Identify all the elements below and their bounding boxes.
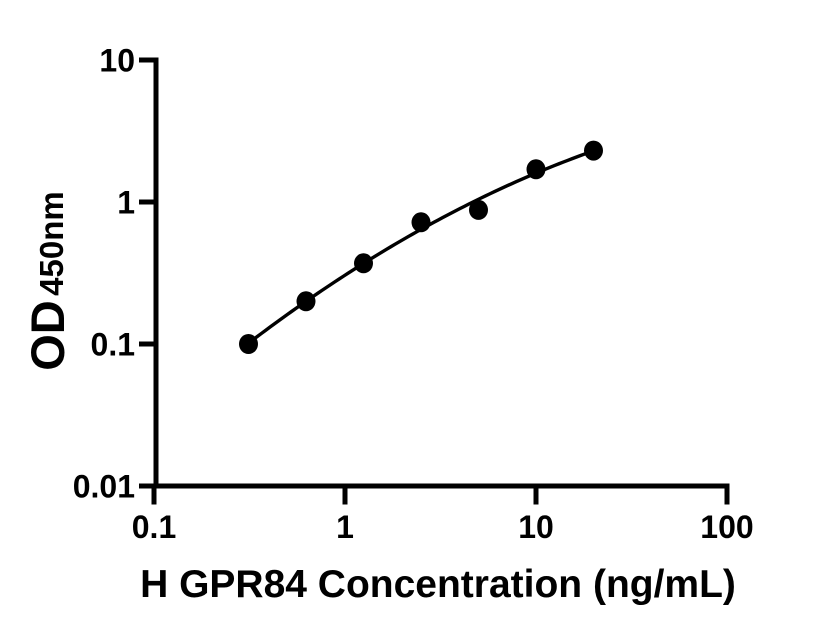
x-axis-title: H GPR84 Concentration (ng/mL) [140,563,736,606]
data-point [296,291,316,312]
data-point [584,140,603,161]
fit-curve-group [247,149,595,345]
x-tick-label: 0.1 [132,509,176,545]
data-point [239,334,258,354]
y-axis-title: OD 450nm [21,191,74,371]
data-point [469,199,488,220]
y-tick-label: 0.01 [73,469,135,505]
y-tick-label: 1 [117,185,135,221]
data-point [526,159,546,180]
data-points-group [239,140,603,354]
x-tick-label: 100 [700,509,753,545]
y-axis-ticks: 10 1 0.1 0.01 [73,43,156,505]
y-axis-title-main: OD [21,300,74,371]
data-point [354,253,373,274]
y-tick-label: 10 [99,43,135,79]
x-tick-label: 1 [336,509,354,545]
x-tick-label: 10 [518,509,554,545]
y-tick-label: 0.1 [91,327,135,363]
x-axis-ticks: 0.1 1 10 100 [132,486,754,545]
fit-curve [247,149,595,345]
data-point [411,212,431,233]
y-axis-title-subscript: 450nm [33,191,70,296]
